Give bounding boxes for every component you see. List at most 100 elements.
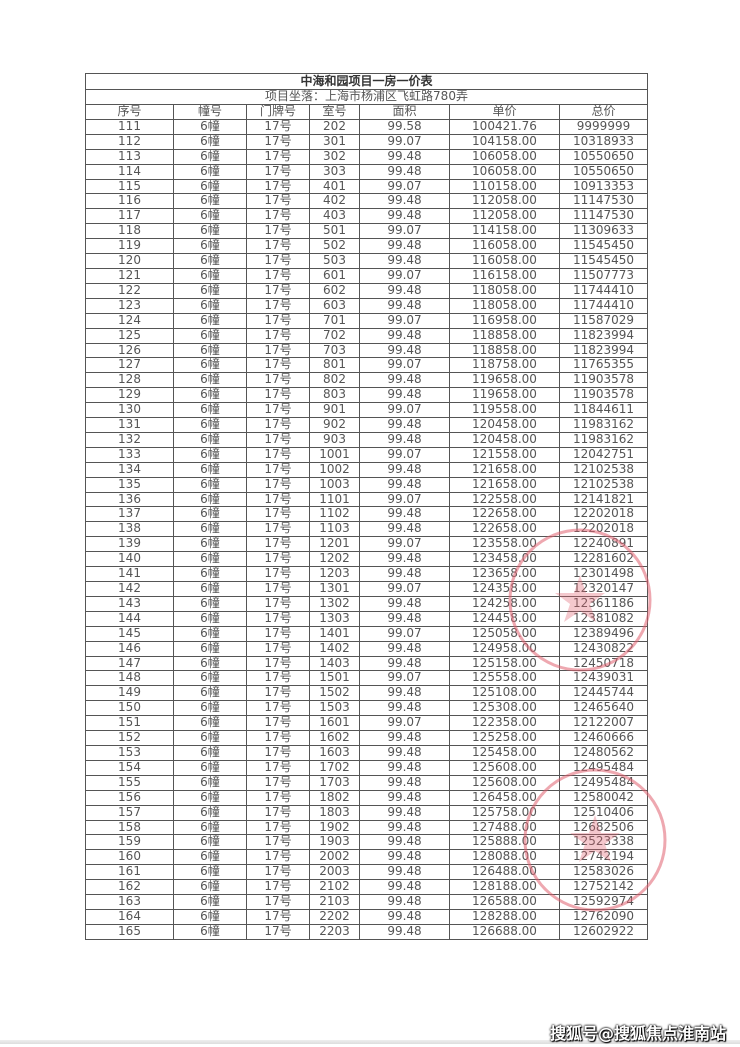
cell-building: 6幢 (173, 789, 247, 806)
cell-building: 6幢 (173, 834, 247, 851)
table-row: 138 6幢 17号 1103 99.48 122658.00 12202018 (85, 521, 649, 538)
cell-total-price: 9999999 (558, 118, 649, 135)
cell-area: 99.48 (359, 730, 450, 746)
cell-area: 99.48 (359, 476, 450, 493)
cell-door-no: 17号 (246, 476, 310, 493)
cell-area: 99.48 (359, 461, 450, 478)
cell-unit-price: 124358.00 (449, 581, 560, 597)
cell-total-price: 11545450 (558, 253, 649, 269)
cell-total-price: 11983162 (558, 417, 649, 433)
cell-seq: 126 (85, 342, 174, 359)
cell-area: 99.48 (359, 148, 450, 165)
cell-unit-price: 112058.00 (449, 193, 560, 210)
table-row: 139 6幢 17号 1201 99.07 123558.00 12240891 (85, 536, 649, 553)
cell-area: 99.48 (359, 521, 450, 538)
watermark-bar (0, 1040, 740, 1044)
cell-seq: 146 (85, 640, 174, 657)
cell-room-no: 1501 (309, 670, 360, 687)
cell-unit-price: 125308.00 (449, 700, 560, 717)
cell-unit-price: 106058.00 (449, 148, 560, 165)
cell-building: 6幢 (173, 417, 247, 433)
table-row: 141 6幢 17号 1203 99.48 123658.00 12301498 (85, 566, 649, 582)
table-row: 160 6幢 17号 2002 99.48 128088.00 12742194 (85, 849, 649, 866)
cell-door-no: 17号 (246, 357, 310, 374)
cell-room-no: 1601 (309, 715, 360, 732)
table-row: 146 6幢 17号 1402 99.48 124958.00 12430822 (85, 640, 649, 657)
cell-room-no: 1303 (309, 610, 360, 627)
cell-door-no: 17号 (246, 923, 310, 940)
cell-door-no: 17号 (246, 431, 310, 448)
cell-door-no: 17号 (246, 566, 310, 582)
cell-seq: 139 (85, 536, 174, 553)
cell-room-no: 2203 (309, 923, 360, 940)
cell-door-no: 17号 (246, 551, 310, 568)
cell-seq: 134 (85, 461, 174, 478)
cell-unit-price: 123658.00 (449, 566, 560, 582)
cell-room-no: 703 (309, 342, 360, 359)
cell-seq: 155 (85, 774, 174, 791)
cell-unit-price: 112058.00 (449, 208, 560, 225)
cell-area: 99.48 (359, 640, 450, 657)
cell-room-no: 1802 (309, 789, 360, 806)
column-header-door-no: 门牌号 (246, 104, 310, 120)
cell-unit-price: 120458.00 (449, 417, 560, 433)
cell-area: 99.48 (359, 744, 450, 761)
cell-unit-price: 118058.00 (449, 282, 560, 299)
cell-door-no: 17号 (246, 163, 310, 180)
cell-room-no: 903 (309, 431, 360, 448)
table-row: 112 6幢 17号 301 99.07 104158.00 10318933 (85, 133, 649, 150)
cell-door-no: 17号 (246, 744, 310, 761)
table-row: 161 6幢 17号 2003 99.48 126488.00 12583026 (85, 864, 649, 881)
cell-building: 6幢 (173, 118, 247, 135)
cell-unit-price: 119658.00 (449, 387, 560, 404)
cell-building: 6幢 (173, 551, 247, 568)
cell-unit-price: 126588.00 (449, 894, 560, 910)
cell-seq: 116 (85, 193, 174, 210)
table-row: 164 6幢 17号 2202 99.48 128288.00 12762090 (85, 908, 649, 925)
cell-unit-price: 104158.00 (449, 133, 560, 150)
cell-seq: 140 (85, 551, 174, 568)
cell-room-no: 1902 (309, 819, 360, 836)
cell-building: 6幢 (173, 238, 247, 255)
cell-room-no: 1103 (309, 521, 360, 538)
table-row: 142 6幢 17号 1301 99.07 124358.00 12320147 (85, 581, 649, 597)
cell-total-price: 12480562 (558, 744, 649, 761)
cell-area: 99.07 (359, 536, 450, 553)
cell-room-no: 2003 (309, 864, 360, 881)
cell-building: 6幢 (173, 521, 247, 538)
cell-door-no: 17号 (246, 819, 310, 836)
cell-door-no: 17号 (246, 372, 310, 389)
cell-building: 6幢 (173, 685, 247, 702)
cell-building: 6幢 (173, 253, 247, 269)
cell-area: 99.48 (359, 894, 450, 910)
cell-building: 6幢 (173, 640, 247, 657)
cell-total-price: 12122007 (558, 715, 649, 732)
cell-door-no: 17号 (246, 402, 310, 419)
cell-total-price: 11507773 (558, 267, 649, 284)
cell-area: 99.48 (359, 610, 450, 627)
table-row: 149 6幢 17号 1502 99.48 125108.00 12445744 (85, 685, 649, 702)
cell-area: 99.48 (359, 372, 450, 389)
table-row: 118 6幢 17号 501 99.07 114158.00 11309633 (85, 223, 649, 240)
cell-unit-price: 124258.00 (449, 595, 560, 612)
cell-total-price: 12583026 (558, 864, 649, 881)
cell-room-no: 1503 (309, 700, 360, 717)
cell-area: 99.48 (359, 387, 450, 404)
cell-total-price: 11903578 (558, 372, 649, 389)
cell-total-price: 11147530 (558, 193, 649, 210)
cell-door-no: 17号 (246, 759, 310, 776)
cell-area: 99.48 (359, 849, 450, 866)
cell-total-price: 12202018 (558, 506, 649, 523)
cell-total-price: 12465640 (558, 700, 649, 717)
cell-unit-price: 121658.00 (449, 461, 560, 478)
table-row: 151 6幢 17号 1601 99.07 122358.00 12122007 (85, 715, 649, 732)
cell-area: 99.07 (359, 178, 450, 195)
cell-room-no: 603 (309, 297, 360, 314)
cell-seq: 161 (85, 864, 174, 881)
cell-unit-price: 116158.00 (449, 267, 560, 284)
cell-seq: 129 (85, 387, 174, 404)
cell-building: 6幢 (173, 387, 247, 404)
cell-area: 99.07 (359, 446, 450, 463)
cell-door-no: 17号 (246, 908, 310, 925)
cell-area: 99.07 (359, 670, 450, 687)
